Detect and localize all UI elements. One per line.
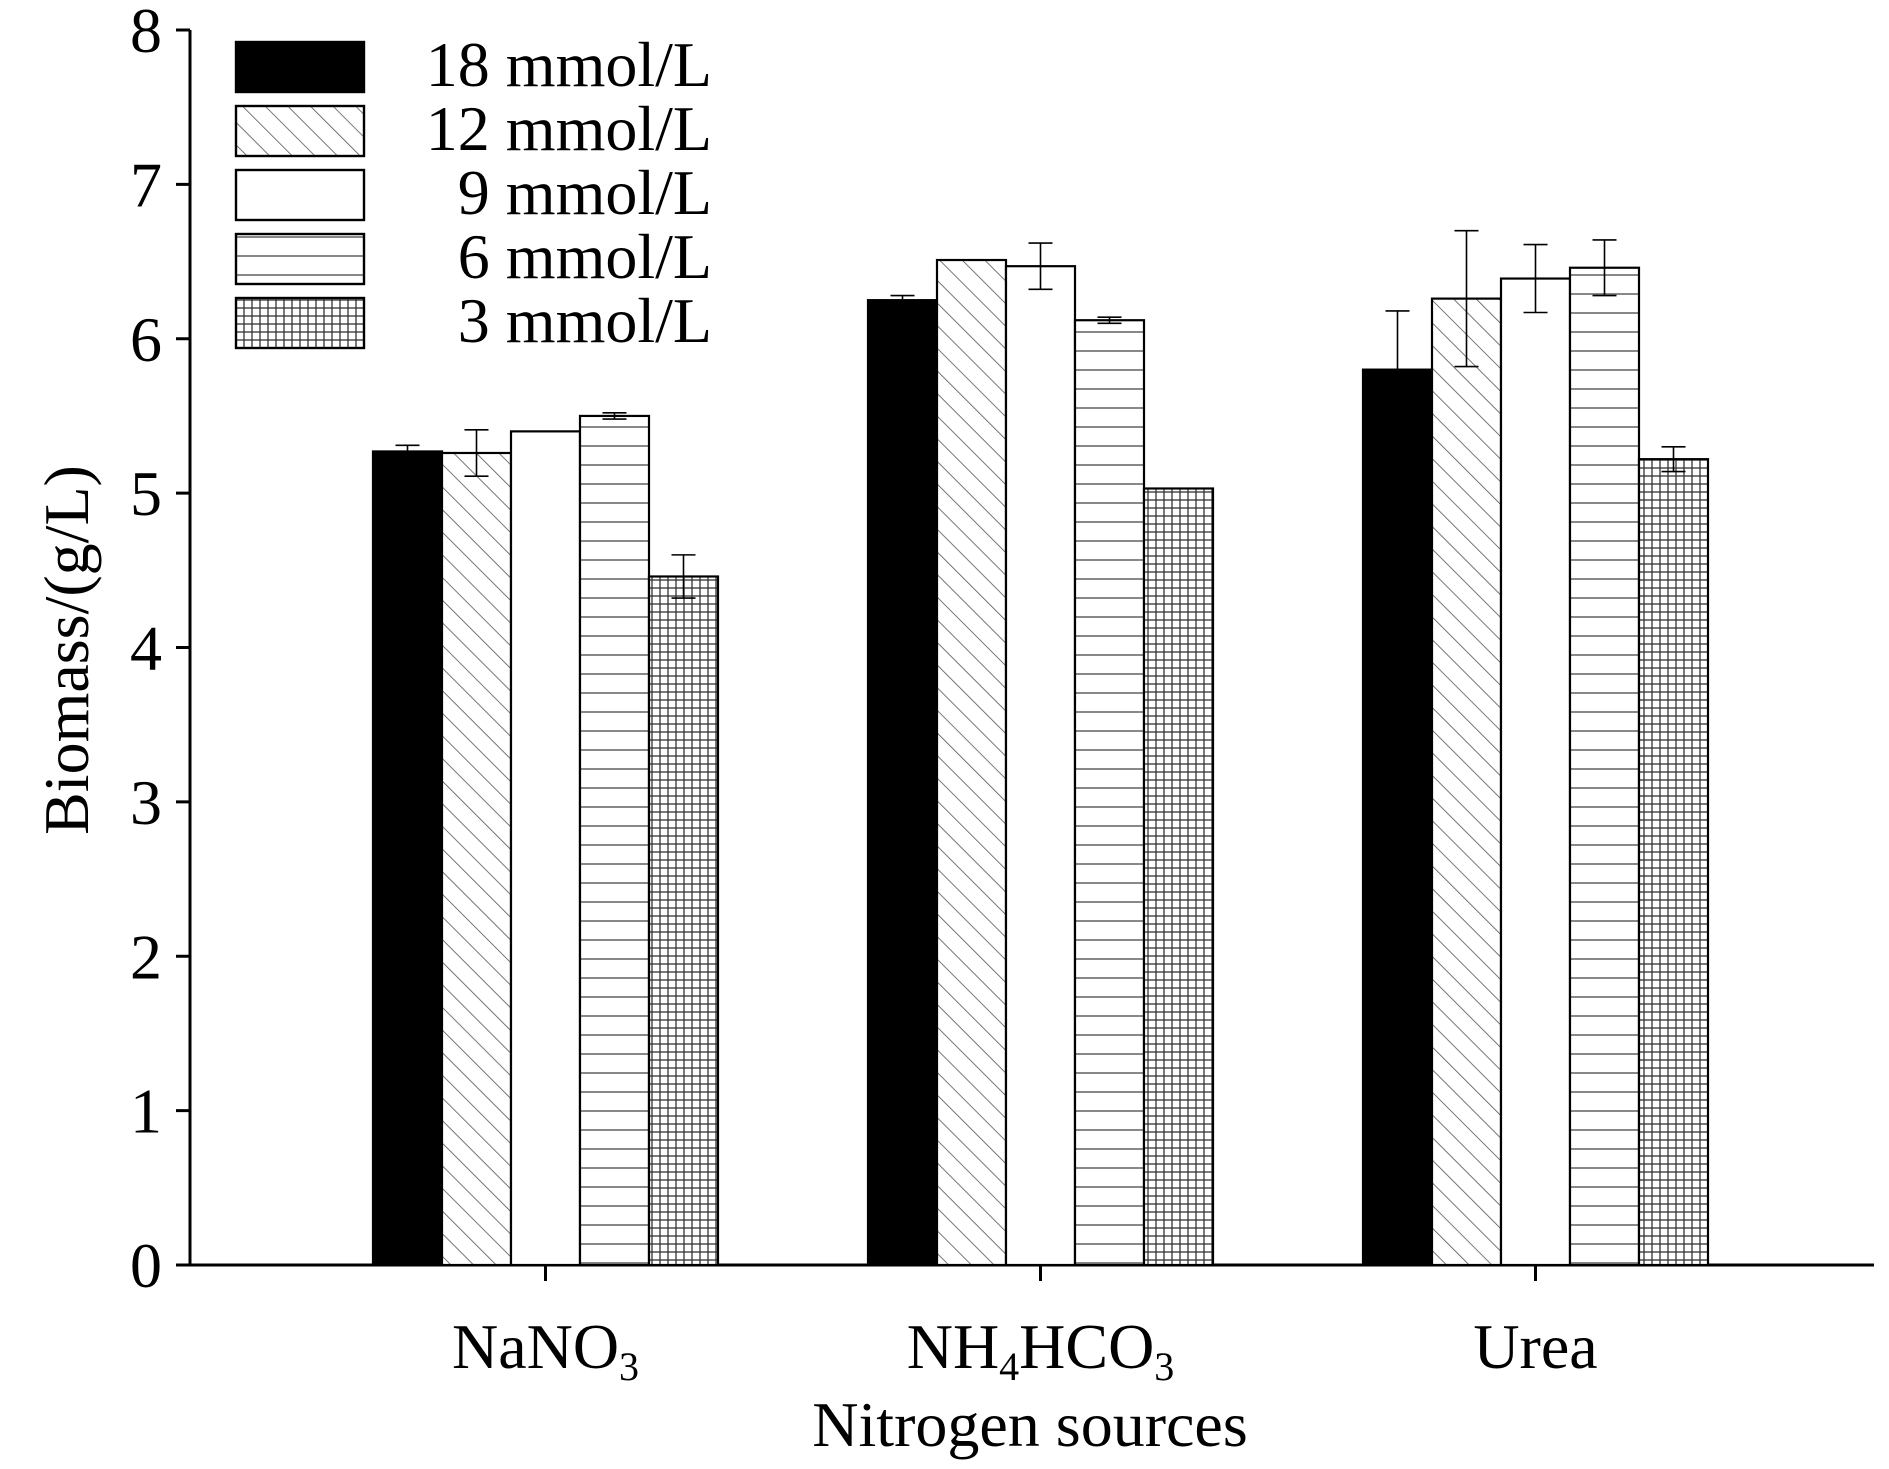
y-axis-ticks: 0 1 2 3 4 5 6 7 8 xyxy=(130,0,190,1301)
x-tick-label-rest: HCO xyxy=(1019,1311,1154,1382)
bars xyxy=(371,229,1710,1267)
legend-swatch xyxy=(234,40,366,94)
y-tick-label: 3 xyxy=(130,767,162,838)
x-tick-label: NaNO3 xyxy=(452,1311,639,1389)
y-axis-title: Biomass/(g/L) xyxy=(31,465,102,835)
bar xyxy=(1073,319,1146,1267)
y-tick-label: 6 xyxy=(130,304,162,375)
x-tick-label-main: Urea xyxy=(1473,1311,1597,1382)
x-axis-title: Nitrogen sources xyxy=(812,1389,1247,1460)
legend-swatch xyxy=(234,296,366,350)
y-tick-label: 5 xyxy=(130,458,162,529)
legend-label: 3 mmol/L xyxy=(458,285,712,356)
bar xyxy=(371,450,444,1267)
legend-swatch xyxy=(234,232,366,286)
bar xyxy=(509,430,582,1267)
x-tick-label-main: NH xyxy=(907,1311,999,1382)
bar xyxy=(440,451,513,1267)
legend-label: 9 mmol/L xyxy=(458,157,712,228)
x-axis-ticks: NaNO3 NH4HCO3 Urea xyxy=(452,1265,1598,1389)
bar xyxy=(1142,487,1215,1267)
y-tick-label: 7 xyxy=(130,149,162,220)
bar xyxy=(866,299,939,1267)
y-tick-label: 1 xyxy=(130,1076,162,1147)
bar xyxy=(1361,368,1434,1267)
x-tick-label-subscript: 3 xyxy=(1154,1344,1174,1389)
bar xyxy=(1499,277,1572,1267)
bar xyxy=(647,575,720,1267)
x-tick-label-main: NaNO xyxy=(452,1311,619,1382)
y-tick-label: 4 xyxy=(130,613,162,684)
legend-swatch xyxy=(234,168,366,222)
legend-swatch xyxy=(234,104,366,158)
bar xyxy=(935,258,1008,1267)
legend-label: 12 mmol/L xyxy=(426,93,712,164)
x-tick-label: NH4HCO3 xyxy=(907,1311,1175,1389)
y-tick-label: 2 xyxy=(130,921,162,992)
bar xyxy=(1568,266,1641,1267)
legend: 18 mmol/L12 mmol/L9 mmol/L6 mmol/L3 mmol… xyxy=(234,29,712,356)
bar xyxy=(1430,297,1503,1267)
x-tick-label-subscript: 3 xyxy=(619,1344,639,1389)
y-tick-label: 0 xyxy=(130,1230,162,1301)
legend-label: 6 mmol/L xyxy=(458,221,712,292)
y-tick-label: 8 xyxy=(130,0,162,66)
bar xyxy=(578,414,651,1267)
legend-label: 18 mmol/L xyxy=(426,29,712,100)
bar xyxy=(1637,458,1710,1267)
bar xyxy=(1004,265,1077,1267)
x-tick-label-subscript: 4 xyxy=(999,1344,1019,1389)
x-tick-label: Urea xyxy=(1473,1311,1597,1382)
